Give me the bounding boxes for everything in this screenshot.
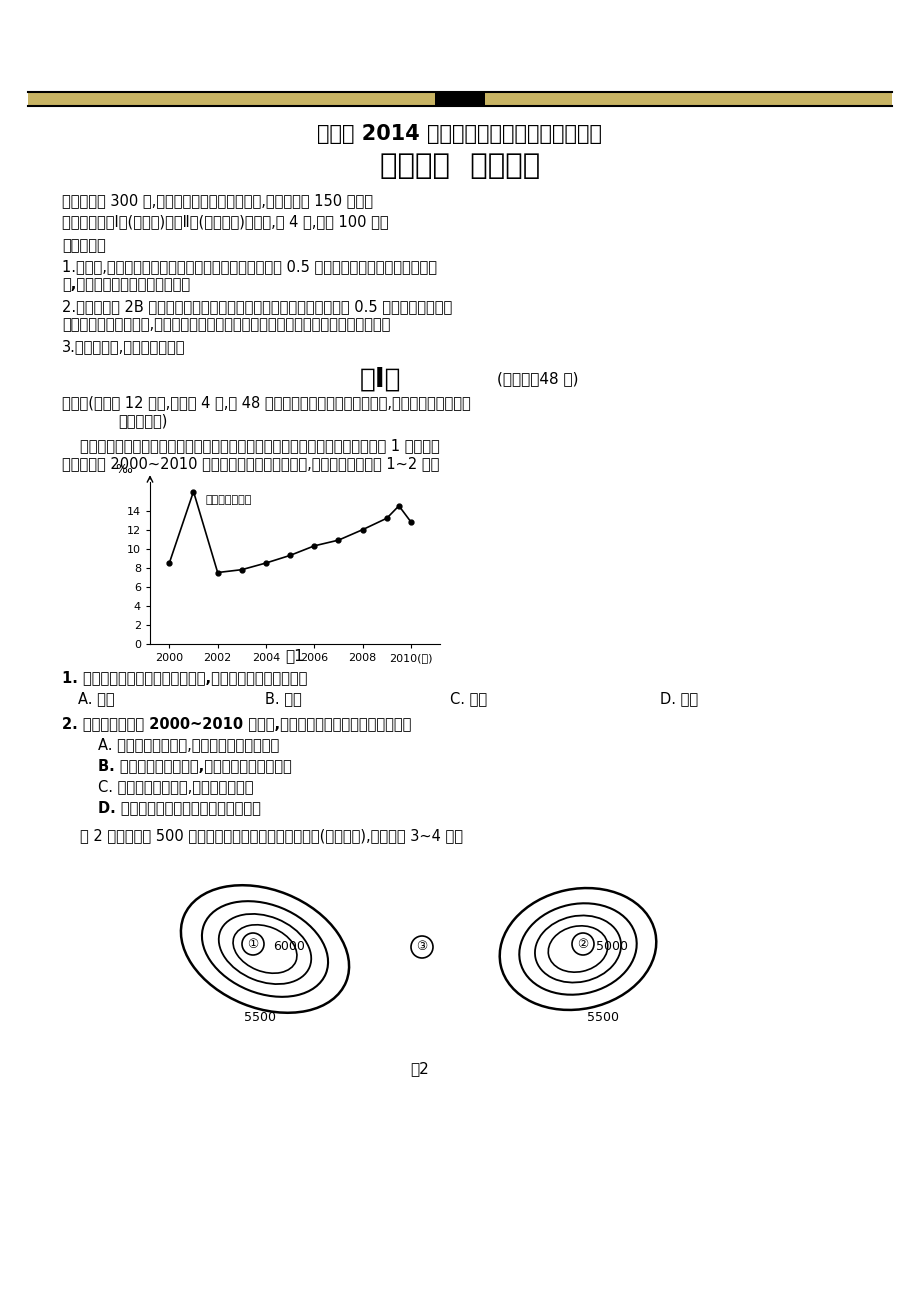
Text: 文科综合  地理部分: 文科综合 地理部分 [380, 152, 539, 180]
Text: 2. 该省级行政区在 2000~2010 年期间,关于人口迁移及影响说法正确的是: 2. 该省级行政区在 2000~2010 年期间,关于人口迁移及影响说法正确的是 [62, 716, 411, 730]
Text: 1. 根据人口迁移差额率变化的特点,该省级行政区最有可能是: 1. 根据人口迁移差额率变化的特点,该省级行政区最有可能是 [62, 671, 307, 685]
Text: A. 江西: A. 江西 [78, 691, 115, 706]
Text: ②: ② [577, 937, 588, 950]
Text: D. 河南: D. 河南 [659, 691, 698, 706]
Text: 上,并检查条形码粘贴是否正确。: 上,并检查条形码粘贴是否正确。 [62, 277, 190, 292]
Circle shape [572, 934, 594, 954]
Text: B. 该省获得大量劳动力,促进了当地经济的发展: B. 该省获得大量劳动力,促进了当地经济的发展 [98, 758, 291, 773]
Text: 地理卷分为第Ⅰ卷(选择题)和第Ⅱ卷(非选择题)两部分,共 4 页,满分 100 分。: 地理卷分为第Ⅰ卷(选择题)和第Ⅱ卷(非选择题)两部分,共 4 页,满分 100 … [62, 214, 388, 229]
Text: ③: ③ [416, 940, 427, 953]
Circle shape [242, 934, 264, 954]
Text: 3.考试结束后,将答题卡收回。: 3.考试结束后,将答题卡收回。 [62, 339, 186, 354]
Text: 第Ⅰ卷: 第Ⅰ卷 [358, 367, 401, 393]
Text: 图1: 图1 [285, 648, 304, 663]
Text: (选择题，48 分): (选择题，48 分) [496, 371, 578, 385]
Text: 2.选择题使用 2B 铅笔涂在答题卡对应题目标号的位置上；非选择题用 0.5 毫米黑色签字笔书: 2.选择题使用 2B 铅笔涂在答题卡对应题目标号的位置上；非选择题用 0.5 毫… [62, 299, 452, 314]
Text: C. 广东: C. 广东 [449, 691, 486, 706]
Text: 写在答题卡的对应框内,超出答题区域书写的答案无效；在草稿纸、试卷上答题无效。: 写在答题卡的对应框内,超出答题区域书写的答案无效；在草稿纸、试卷上答题无效。 [62, 316, 390, 332]
Text: ①: ① [247, 937, 258, 950]
Text: 文科综合共 300 分,包括地理、历史、思想政治,考试时间共 150 分钟。: 文科综合共 300 分,包括地理、历史、思想政治,考试时间共 150 分钟。 [62, 193, 372, 208]
Text: C. 该省人才大量外流,劳动力严重不足: C. 该省人才大量外流,劳动力严重不足 [98, 779, 254, 794]
Text: 1.答题前,考生务必将自己的姓名、座位号、准考证号用 0.5 毫米的黑色签字笔填写在答题卡: 1.答题前,考生务必将自己的姓名、座位号、准考证号用 0.5 毫米的黑色签字笔填… [62, 259, 437, 273]
Text: 5500: 5500 [586, 1010, 618, 1023]
Text: 5000: 5000 [596, 940, 628, 953]
Text: 凉山州 2014 届高中毕业班第一次诊断性检测: 凉山州 2014 届高中毕业班第一次诊断性检测 [317, 124, 602, 145]
Text: 选择题(本题共 12 小题,每小题 4 分,共 48 分。在每小题给出的四个选项中,只有一项是最符合题: 选择题(本题共 12 小题,每小题 4 分,共 48 分。在每小题给出的四个选项… [62, 395, 471, 410]
Circle shape [411, 936, 433, 958]
Text: B. 陕西: B. 陕西 [265, 691, 301, 706]
Text: A. 该省人口流动量大,可缓解当地的人地矛盾: A. 该省人口流动量大,可缓解当地的人地矛盾 [98, 737, 279, 753]
Text: 注意事项：: 注意事项： [62, 238, 106, 253]
Text: 6000: 6000 [273, 940, 304, 953]
Text: 图 2 表示北半球 500 百帕等压面在高空分布的海拔高度(单位：米),读图完成 3~4 题。: 图 2 表示北半球 500 百帕等压面在高空分布的海拔高度(单位：米),读图完成… [80, 828, 462, 842]
Text: 5500: 5500 [244, 1010, 276, 1023]
Bar [28, 92, 891, 105]
Bar [435, 92, 484, 105]
Text: 图2: 图2 [410, 1061, 429, 1075]
Text: D. 该省人口迁移差额率呈持续上升趋势: D. 该省人口迁移差额率呈持续上升趋势 [98, 799, 261, 815]
Text: 省级行政区 2000~2010 年人口迁移差额率变化情况,根据所学知识完成 1~2 题。: 省级行政区 2000~2010 年人口迁移差额率变化情况,根据所学知识完成 1~… [62, 456, 439, 471]
Text: 目要求的。): 目要求的。) [118, 413, 167, 428]
Text: 人口迁移差额率是指某一个地区在一定时期内人口迁人率与人口迁出率之差。图 1 是我国某: 人口迁移差额率是指某一个地区在一定时期内人口迁人率与人口迁出率之差。图 1 是我… [80, 437, 439, 453]
